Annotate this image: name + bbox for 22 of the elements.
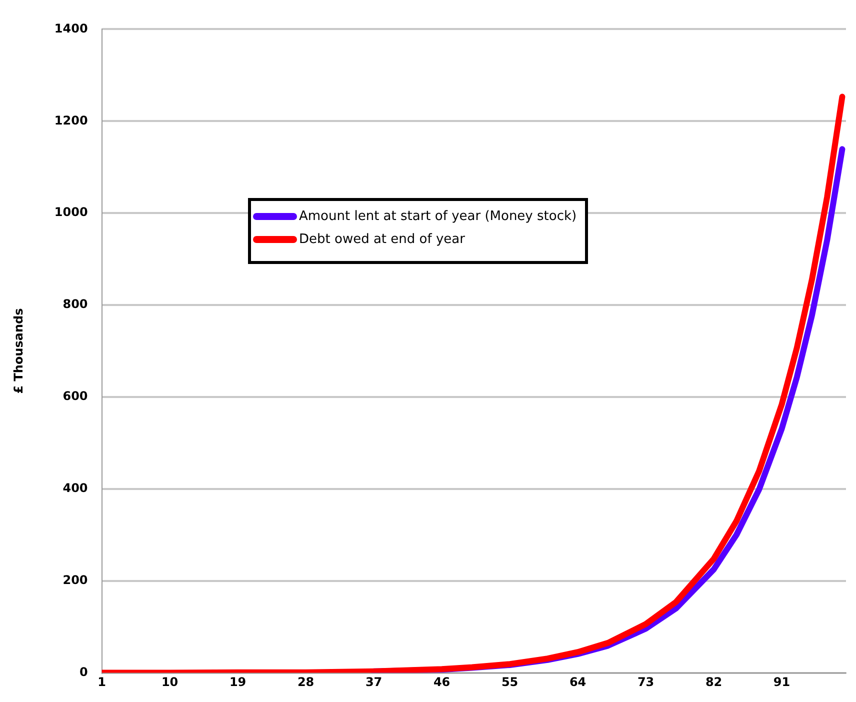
y-tick-label: 1000 (54, 205, 88, 220)
y-tick-label: 1400 (54, 21, 88, 36)
y-tick-label: 1200 (54, 113, 88, 128)
x-tick-label: 46 (433, 675, 450, 690)
x-tick-label: 10 (161, 675, 178, 690)
x-tick-label: 37 (365, 675, 382, 690)
x-tick-label: 82 (705, 675, 722, 690)
x-tick-label: 19 (229, 675, 246, 690)
x-tick-label: 28 (297, 675, 314, 690)
legend-label: Amount lent at start of year (Money stock) (299, 209, 577, 224)
x-tick-label: 55 (501, 675, 518, 690)
legend-label: Debt owed at end of year (299, 232, 465, 247)
x-tick-label: 73 (637, 675, 654, 690)
y-tick-label: 800 (62, 297, 88, 312)
x-tick-label: 1 (98, 675, 106, 690)
x-tick-label: 91 (773, 675, 790, 690)
y-tick-label: 200 (62, 572, 88, 587)
x-tick-label: 64 (569, 675, 586, 690)
y-tick-label: 400 (62, 481, 88, 496)
y-tick-label: 600 (62, 389, 88, 404)
y-tick-label: 0 (79, 664, 88, 679)
y-axis-title: £ Thousands (11, 308, 26, 394)
